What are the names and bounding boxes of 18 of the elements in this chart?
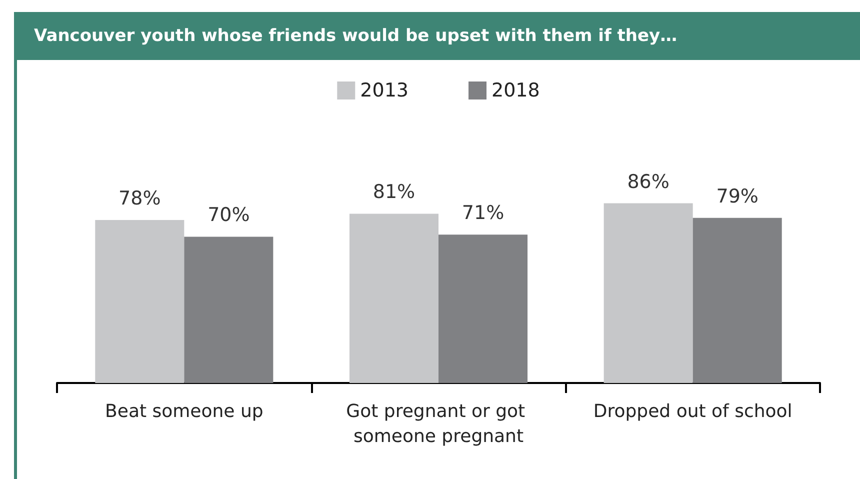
bar (349, 214, 438, 383)
bar (184, 236, 274, 383)
data-label: 71% (462, 202, 504, 224)
legend-label: 2018 (492, 80, 540, 102)
data-label: 79% (716, 185, 758, 208)
bar (604, 203, 693, 383)
data-label: 86% (627, 170, 670, 193)
legend-label: 2013 (360, 80, 409, 102)
bar (95, 220, 184, 383)
x-tick-label: Got pregnant or got someone pregnant (346, 401, 531, 447)
data-label: 81% (372, 181, 416, 204)
data-label: 70% (208, 204, 250, 226)
chart-title: Vancouver youth whose friends would be upset with them if they… (14, 12, 860, 60)
x-tick-label: Beat someone up (105, 401, 264, 422)
bar (692, 218, 782, 383)
data-label: 78% (118, 187, 161, 210)
x-tick-label: Dropped out of school (593, 401, 792, 422)
bar (438, 234, 528, 383)
